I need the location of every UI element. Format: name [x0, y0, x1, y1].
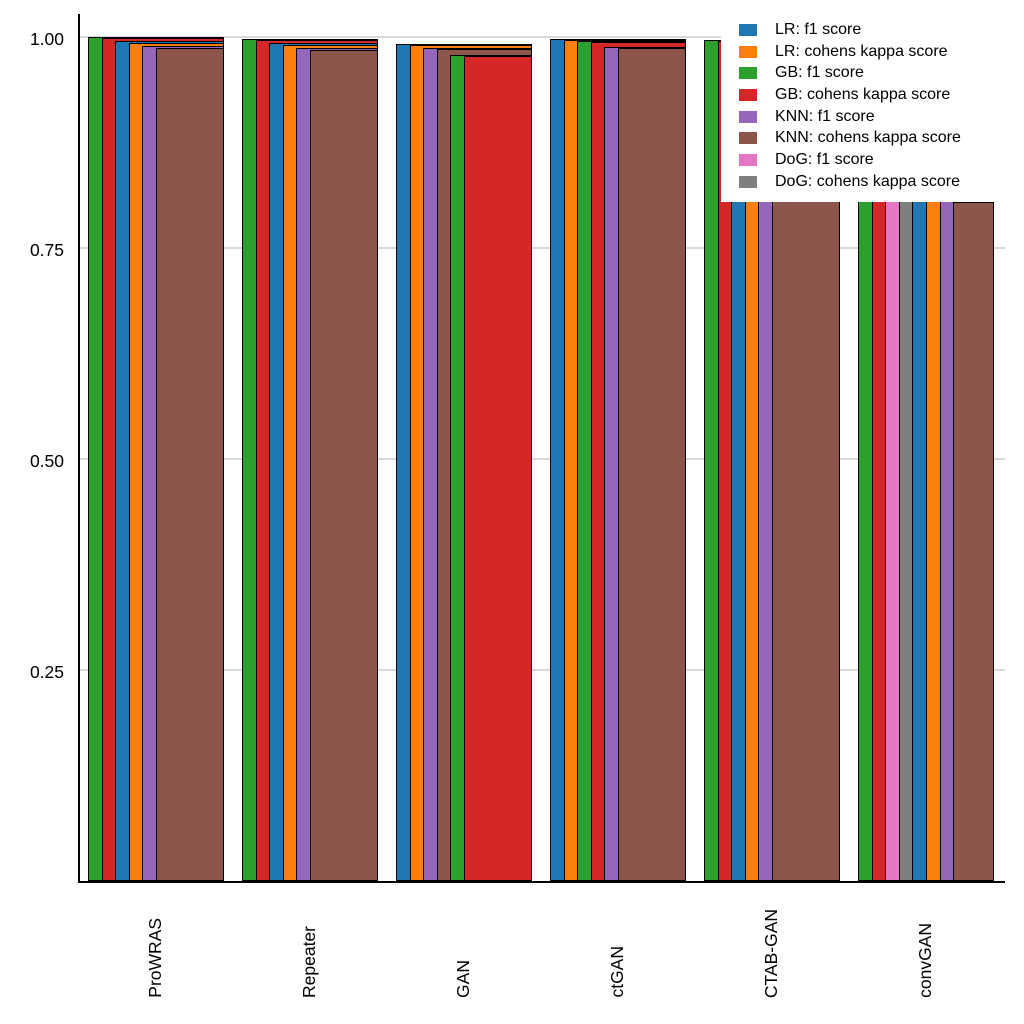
legend-item: KNN: cohens kappa score: [739, 127, 1016, 149]
legend-item: GB: cohens kappa score: [739, 84, 1016, 106]
legend-swatch-icon: [739, 110, 757, 123]
x-axis-spine: [78, 881, 1005, 883]
bar-CTAB-GAN-KNN-cohens-kappa-score: [772, 201, 840, 881]
bar-convGAN-KNN-cohens-kappa-score: [953, 201, 994, 881]
bar-Repeater-KNN-cohens-kappa-score: [310, 49, 378, 881]
legend-label: LR: f1 score: [775, 20, 862, 38]
x-tick-label-convGAN: convGAN: [915, 923, 935, 998]
legend-swatch-icon: [739, 45, 757, 58]
legend-item: LR: cohens kappa score: [739, 41, 1016, 63]
y-tick-label: 0.25: [29, 662, 64, 682]
bar-GAN-GB-cohens-kappa-score: [464, 56, 532, 881]
legend-swatch-icon: [739, 153, 757, 166]
y-grid-line: [78, 458, 1005, 460]
legend-swatch-icon: [739, 88, 757, 101]
legend-label: GB: f1 score: [775, 64, 864, 82]
x-tick-label-CTAB-GAN: CTAB-GAN: [761, 908, 781, 998]
legend-label: KNN: f1 score: [775, 107, 875, 125]
legend-item: KNN: f1 score: [739, 106, 1016, 128]
legend-label: KNN: cohens kappa score: [775, 129, 961, 147]
y-grid-line: [78, 36, 1005, 38]
y-tick-label: 0.50: [29, 451, 64, 471]
bar-ProWRAS-KNN-cohens-kappa-score: [156, 47, 224, 881]
y-grid-line: [78, 247, 1005, 249]
legend-item: LR: f1 score: [739, 19, 1016, 41]
legend-swatch-icon: [739, 175, 757, 188]
legend-item: DoG: f1 score: [739, 149, 1016, 171]
legend: LR: f1 score LR: cohens kappa score GB: f1…: [721, 12, 1016, 202]
x-tick-label-ctGAN: ctGAN: [607, 946, 627, 998]
legend-label: GB: cohens kappa score: [775, 85, 951, 103]
legend-label: DoG: f1 score: [775, 150, 874, 168]
x-tick-label-ProWRAS: ProWRAS: [145, 918, 165, 998]
legend-item: DoG: cohens kappa score: [739, 171, 1016, 193]
bar-ctGAN-KNN-cohens-kappa-score: [618, 48, 686, 881]
y-axis-spine: [78, 14, 80, 883]
legend-label: DoG: cohens kappa score: [775, 172, 960, 190]
y-tick-label: 0.75: [29, 240, 64, 260]
legend-swatch-icon: [739, 23, 757, 36]
x-tick-label-GAN: GAN: [453, 960, 473, 998]
legend-item: GB: f1 score: [739, 62, 1016, 84]
legend-swatch-icon: [739, 132, 757, 145]
y-grid-line: [78, 669, 1005, 671]
x-tick-label-Repeater: Repeater: [299, 926, 319, 998]
legend-swatch-icon: [739, 67, 757, 80]
legend-label: LR: cohens kappa score: [775, 42, 948, 60]
y-tick-label: 1.00: [29, 29, 64, 49]
